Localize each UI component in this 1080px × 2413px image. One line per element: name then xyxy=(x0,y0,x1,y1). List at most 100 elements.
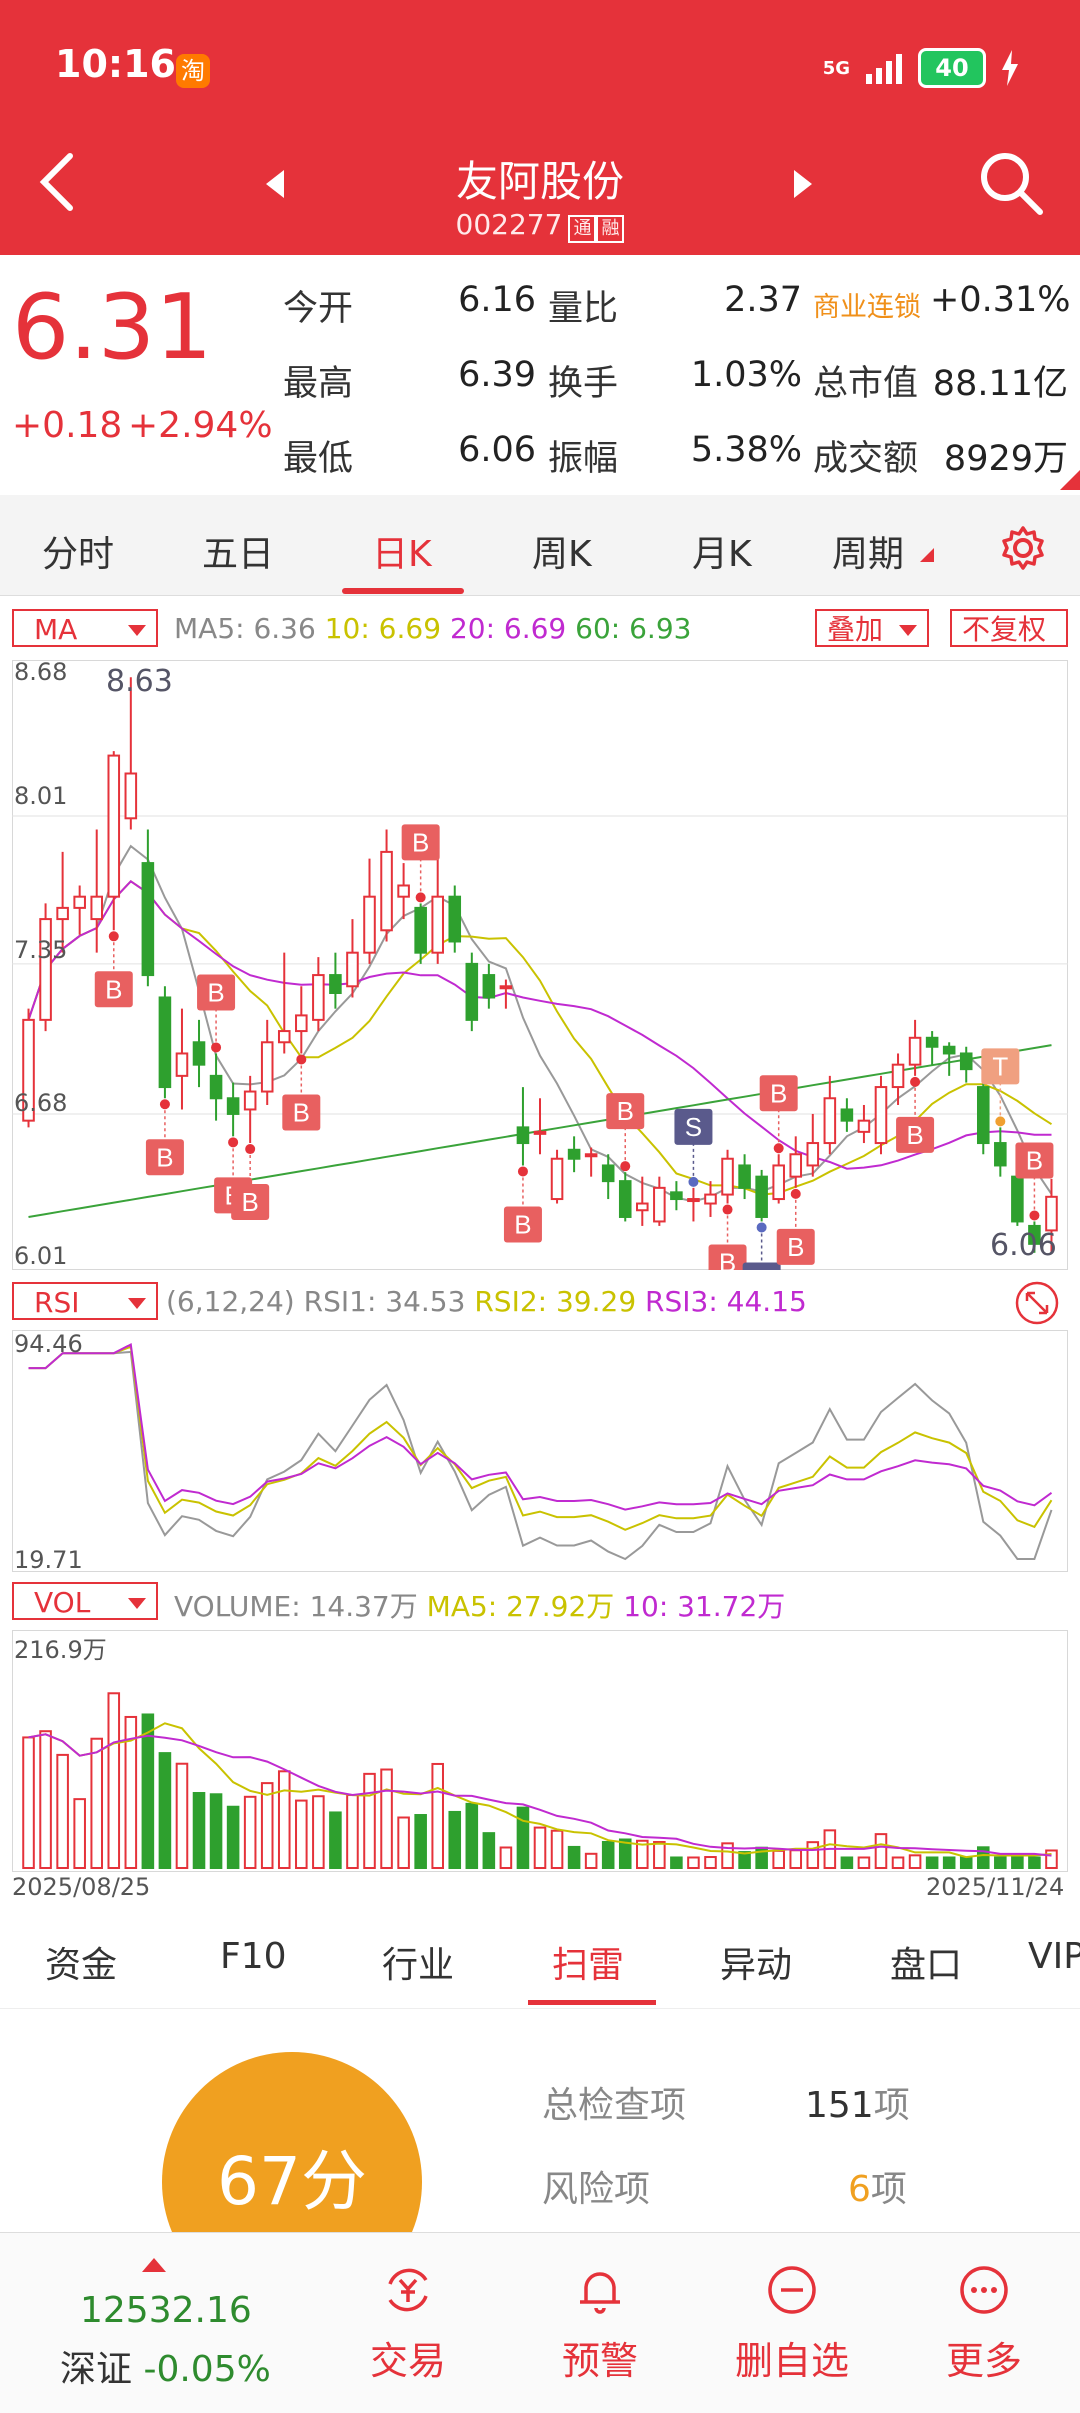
volume-bar xyxy=(601,1840,615,1870)
overlay-select[interactable]: 叠加 xyxy=(815,609,929,647)
active-info-tab-underline xyxy=(528,2000,656,2005)
rsi-indicator-select[interactable]: RSI xyxy=(12,1282,158,1320)
volume-bar xyxy=(465,1802,479,1869)
signal-dot xyxy=(722,1204,733,1215)
tab-orderbook[interactable]: 盘口 xyxy=(890,1945,963,1986)
tab-capital[interactable]: 资金 xyxy=(45,1945,118,1986)
volume-bar xyxy=(806,1841,820,1870)
candle-body xyxy=(567,1148,581,1160)
volume-bar xyxy=(499,1846,513,1870)
rong-tag-badge: 融 xyxy=(596,215,625,243)
candle-body xyxy=(56,906,69,921)
tab-daily-k[interactable]: 日K xyxy=(372,534,432,575)
vol-indicator-select[interactable]: VOL xyxy=(12,1582,158,1620)
volume-bar xyxy=(1028,1856,1041,1870)
index-value[interactable]: 12532.16 xyxy=(80,2290,252,2331)
more-dots-icon xyxy=(960,2266,1008,2314)
max-price-label: 8.63 xyxy=(106,664,173,699)
y-tick-bottom: 6.01 xyxy=(14,1242,68,1270)
tab-risk-scan[interactable]: 扫雷 xyxy=(552,1945,625,1986)
candle-body xyxy=(124,772,138,820)
vol-ma10-legend: 10: 31.72万 xyxy=(623,1590,786,1623)
volume-bar xyxy=(73,1798,86,1870)
stock-code: 002277 xyxy=(455,208,563,241)
more-button[interactable]: 更多 xyxy=(914,2262,1054,2385)
tab-vip[interactable]: VIP xyxy=(1028,1936,1080,1977)
sell-marker xyxy=(742,1262,781,1270)
remove-watchlist-button[interactable]: 删自选 xyxy=(722,2262,862,2385)
candle-body xyxy=(1011,1175,1024,1223)
risk-item-number: 6 xyxy=(848,2169,871,2210)
candle-body xyxy=(312,974,325,1021)
volume-bar xyxy=(942,1856,956,1870)
risk-item-unit: 项 xyxy=(870,2169,907,2210)
tab-industry[interactable]: 行业 xyxy=(382,1945,455,1986)
high-label: 最高 xyxy=(283,364,354,404)
candle-body xyxy=(823,1097,837,1145)
amount-label: 成交额 xyxy=(813,439,919,479)
settings-gear-icon[interactable] xyxy=(1000,525,1046,571)
mktcap-label: 总市值 xyxy=(813,364,919,404)
turnover-value: 1.03% xyxy=(690,355,802,395)
volume-bar xyxy=(295,1799,308,1869)
expand-corner-icon[interactable] xyxy=(1060,470,1080,490)
signal-text: B xyxy=(241,1187,258,1217)
rsi2-line xyxy=(28,1345,1053,1531)
sell-marker xyxy=(674,1108,713,1145)
buy-marker xyxy=(197,974,236,1011)
tab-period[interactable]: 周期 xyxy=(832,534,905,575)
more-label: 更多 xyxy=(945,2339,1022,2383)
alert-button[interactable]: 预警 xyxy=(530,2262,670,2385)
candle-body xyxy=(704,1193,717,1205)
buy-marker xyxy=(94,971,133,1008)
tab-monthly-k[interactable]: 月K xyxy=(692,534,752,575)
next-stock-icon[interactable] xyxy=(794,170,812,198)
tab-five-day[interactable]: 五日 xyxy=(202,534,275,575)
volume-bar xyxy=(158,1752,172,1869)
kline-indicator-label: MA xyxy=(34,613,78,646)
candle-body xyxy=(380,850,393,932)
volume-bar xyxy=(175,1762,189,1869)
volume-bar xyxy=(346,1794,359,1870)
tab-anomaly[interactable]: 异动 xyxy=(720,1945,793,1986)
candle-body xyxy=(738,1164,751,1189)
rsi-indicator-label: RSI xyxy=(34,1286,80,1319)
candle-body xyxy=(329,974,342,994)
turnover-label: 换手 xyxy=(548,364,619,404)
fullscreen-icon[interactable] xyxy=(1014,1280,1060,1326)
risk-item-label: 风险项 xyxy=(542,2169,651,2210)
candle-body xyxy=(976,1086,990,1145)
signal-dot xyxy=(517,1166,528,1177)
tab-intraday[interactable]: 分时 xyxy=(42,534,115,575)
candle-body xyxy=(772,1164,785,1201)
volume-bar xyxy=(380,1768,393,1870)
candle-body xyxy=(618,1180,632,1218)
volume-bar xyxy=(891,1856,905,1870)
adjust-select[interactable]: 不复权 xyxy=(950,609,1068,647)
current-price: 6.31 xyxy=(12,275,213,380)
back-arrow-icon[interactable] xyxy=(38,152,78,212)
candle-body xyxy=(73,895,86,909)
volume-bar xyxy=(567,1845,581,1869)
bottom-action-bar xyxy=(0,2232,1080,2413)
volume-bar xyxy=(550,1829,564,1870)
kline-indicator-select[interactable]: MA xyxy=(12,609,158,647)
volume-bar xyxy=(312,1795,325,1870)
prev-stock-icon[interactable] xyxy=(266,170,284,198)
volume-bar xyxy=(618,1838,632,1870)
tab-f10[interactable]: F10 xyxy=(220,1936,287,1977)
volume-bar xyxy=(959,1856,973,1870)
volume-chart[interactable] xyxy=(12,1630,1068,1872)
sector-label[interactable]: 商业连锁 xyxy=(813,292,921,323)
search-icon[interactable] xyxy=(978,150,1044,216)
candle-body xyxy=(925,1036,939,1048)
tab-weekly-k[interactable]: 周K xyxy=(532,534,592,575)
volume-bar xyxy=(192,1792,206,1870)
volume-bar xyxy=(1045,1849,1058,1870)
rsi-chart[interactable] xyxy=(12,1330,1068,1572)
index-line[interactable]: 深证 -0.05% xyxy=(60,2340,271,2392)
trade-button[interactable]: 交易 xyxy=(338,2262,478,2385)
ma5-legend: MA5: 6.36 xyxy=(174,612,316,645)
kline-chart[interactable]: BBBBBBBBBSBSBBBTB xyxy=(12,660,1068,1270)
buy-marker xyxy=(896,1116,935,1153)
